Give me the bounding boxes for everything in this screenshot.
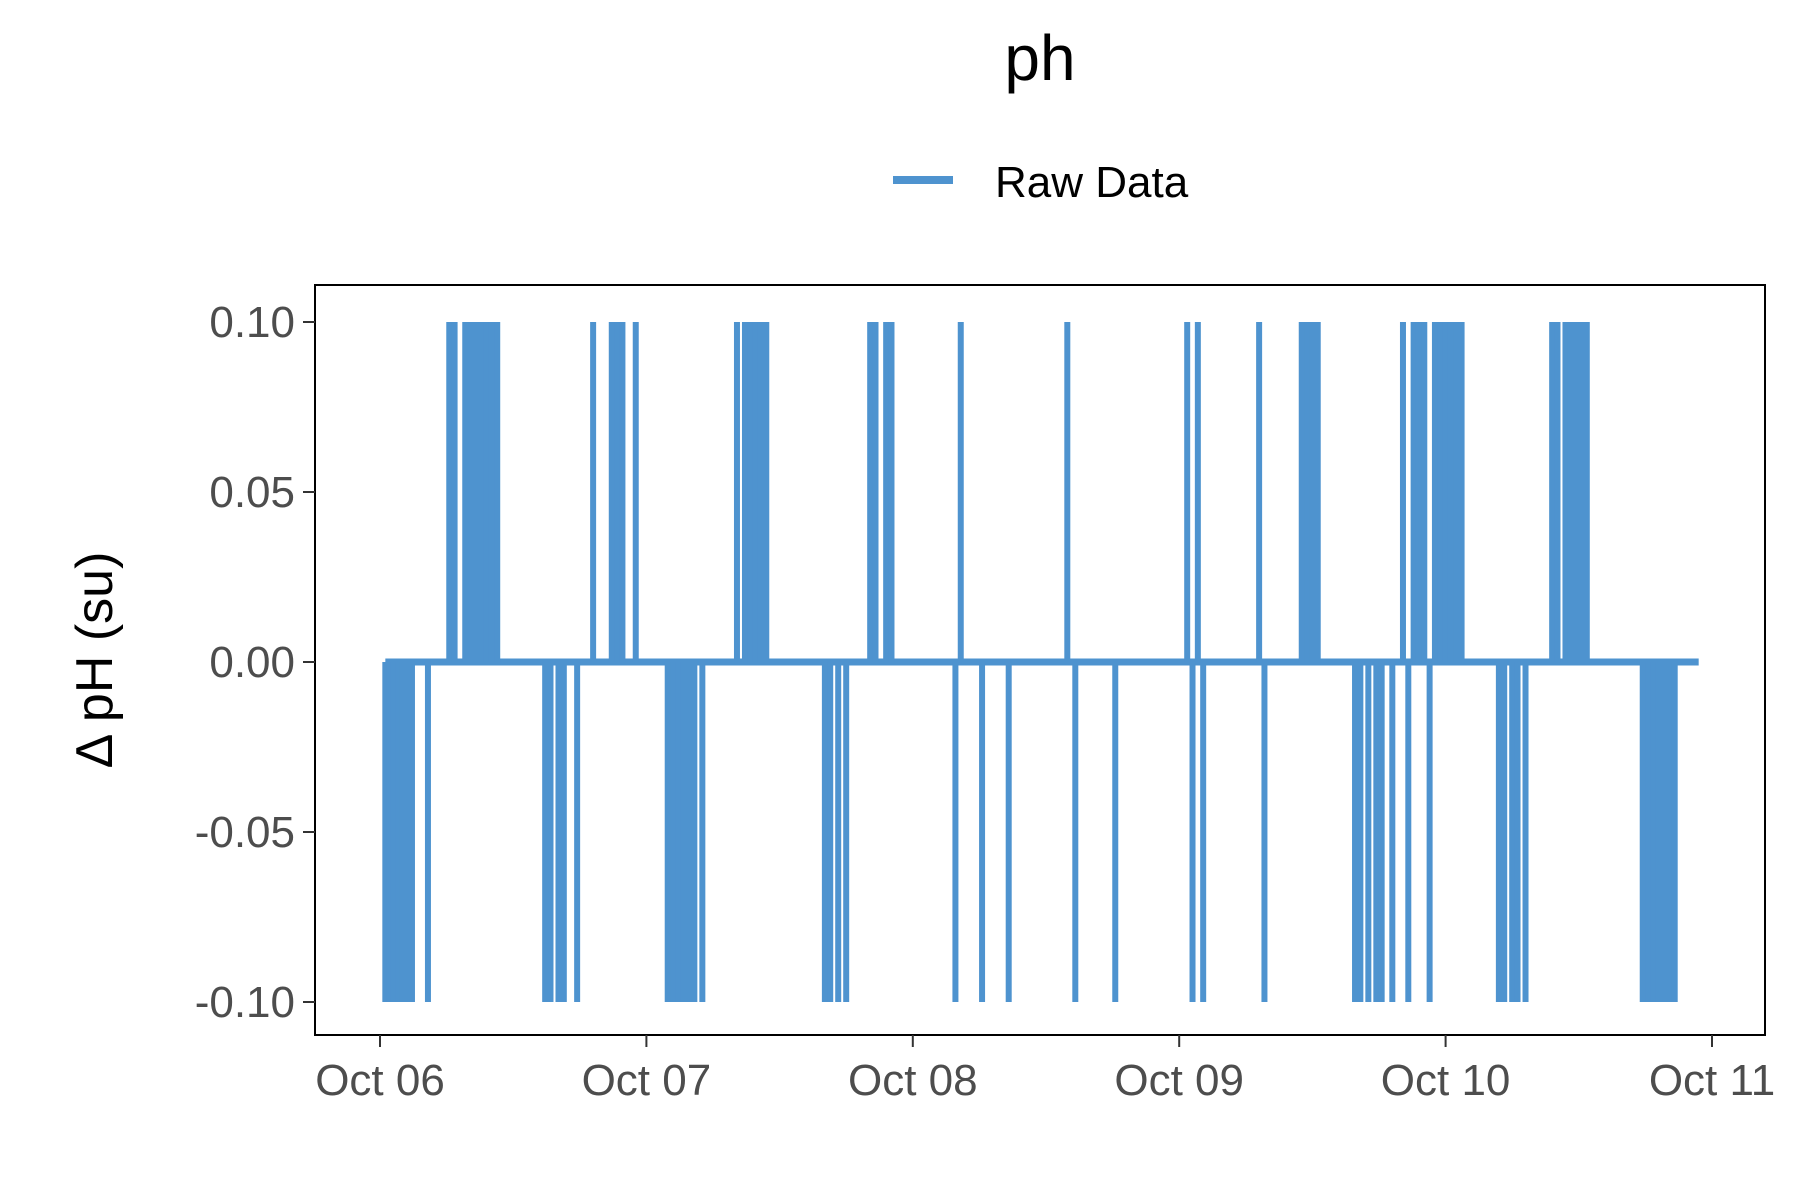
x-axis: Oct 06 Oct 07 Oct 08 Oct 09 Oct 10 Oct 11	[315, 1035, 1775, 1105]
data-layer	[382, 322, 1699, 1002]
y-tick-label: 0.05	[209, 468, 295, 517]
x-tick-label: Oct 06	[315, 1056, 445, 1105]
x-tick-label: Oct 09	[1114, 1056, 1244, 1105]
x-tick-label: Oct 07	[582, 1056, 712, 1105]
y-axis-title: Δ pH (su)	[66, 552, 124, 769]
y-tick-label: -0.05	[195, 808, 295, 857]
y-tick-label: -0.10	[195, 978, 295, 1027]
y-axis: -0.10 -0.05 0.00 0.05 0.10	[195, 298, 315, 1027]
y-tick-label: 0.00	[209, 638, 295, 687]
x-tick-label: Oct 11	[1649, 1056, 1775, 1105]
x-tick-label: Oct 10	[1381, 1056, 1511, 1105]
legend-label-raw-data: Raw Data	[995, 158, 1189, 207]
legend: Raw Data	[893, 158, 1189, 207]
x-tick-label: Oct 08	[848, 1056, 978, 1105]
y-tick-label: 0.10	[209, 298, 295, 347]
chart-title: ph	[1004, 22, 1075, 94]
